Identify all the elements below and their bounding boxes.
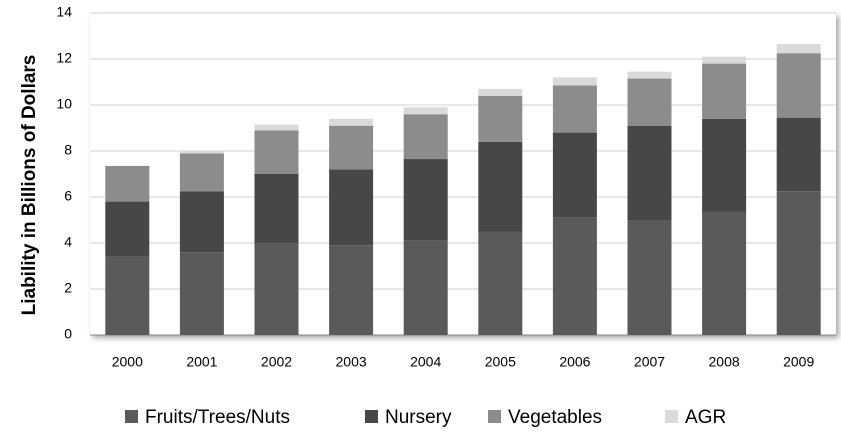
x-tick-label: 2007 xyxy=(634,354,665,370)
x-tick-label: 2001 xyxy=(186,354,217,370)
bar-segment xyxy=(776,44,821,54)
x-tick-label: 2008 xyxy=(709,354,740,370)
legend-swatch xyxy=(125,410,138,423)
y-tick-label: 12 xyxy=(56,50,72,66)
bar-segment xyxy=(403,240,448,335)
bar-segment xyxy=(254,124,299,131)
y-tick-label: 0 xyxy=(64,326,72,342)
bar-segment xyxy=(478,141,523,232)
legend-swatch xyxy=(365,410,378,423)
x-tick-label: 2000 xyxy=(112,354,143,370)
bar-segment xyxy=(552,85,597,133)
y-axis-label: Liability in Billions of Dollars xyxy=(19,55,40,316)
bar-segment xyxy=(179,191,224,253)
bar-segment xyxy=(329,169,374,246)
legend-label: AGR xyxy=(685,407,726,428)
bar-segment xyxy=(329,125,374,170)
y-tick-label: 2 xyxy=(64,280,72,296)
bar-segment xyxy=(329,245,374,335)
bar-segment xyxy=(702,56,747,64)
bar-segment xyxy=(254,174,299,243)
x-tick-label: 2003 xyxy=(336,354,367,370)
legend-label: Fruits/Trees/Nuts xyxy=(145,407,290,428)
x-tick-label: 2005 xyxy=(485,354,516,370)
bar-segment xyxy=(776,191,821,335)
y-tick-label: 14 xyxy=(56,4,72,20)
y-tick-label: 6 xyxy=(64,188,72,204)
bar-segment xyxy=(254,243,299,335)
bar-segment xyxy=(403,107,448,115)
bar-segment xyxy=(179,153,224,192)
bar-segment xyxy=(403,159,448,241)
bar-segment xyxy=(105,165,150,202)
x-tick-label: 2002 xyxy=(261,354,292,370)
bar-segment xyxy=(627,220,672,335)
bar-segment xyxy=(627,78,672,126)
bar-segment xyxy=(702,118,747,212)
bar-segment xyxy=(627,125,672,220)
y-tick-label: 8 xyxy=(64,142,72,158)
bar-segment xyxy=(478,95,523,142)
bar-segment xyxy=(254,130,299,174)
bar-segment xyxy=(552,77,597,86)
bar-segment xyxy=(105,201,150,257)
bar-segment xyxy=(403,114,448,160)
legend-label: Vegetables xyxy=(508,407,602,428)
bar-segment xyxy=(552,132,597,218)
x-tick-label: 2004 xyxy=(410,354,441,370)
bar-segment xyxy=(478,88,523,96)
x-tick-label: 2006 xyxy=(559,354,590,370)
bar-segment xyxy=(478,231,523,335)
bar-segment xyxy=(552,217,597,335)
bar-segment xyxy=(627,71,672,79)
bar-segment xyxy=(776,53,821,118)
bar-segment xyxy=(329,118,374,126)
y-tick-label: 10 xyxy=(56,96,72,112)
legend-swatch xyxy=(488,410,501,423)
bar-segment xyxy=(179,252,224,335)
bar-segment xyxy=(702,63,747,119)
legend-swatch xyxy=(665,410,678,423)
legend-label: Nursery xyxy=(385,407,452,428)
bar-segment xyxy=(776,117,821,192)
x-tick-label: 2009 xyxy=(783,354,814,370)
bar-segment xyxy=(179,151,224,154)
y-tick-label: 4 xyxy=(64,234,72,250)
bar-segment xyxy=(702,211,747,335)
bar-segment xyxy=(105,256,150,335)
